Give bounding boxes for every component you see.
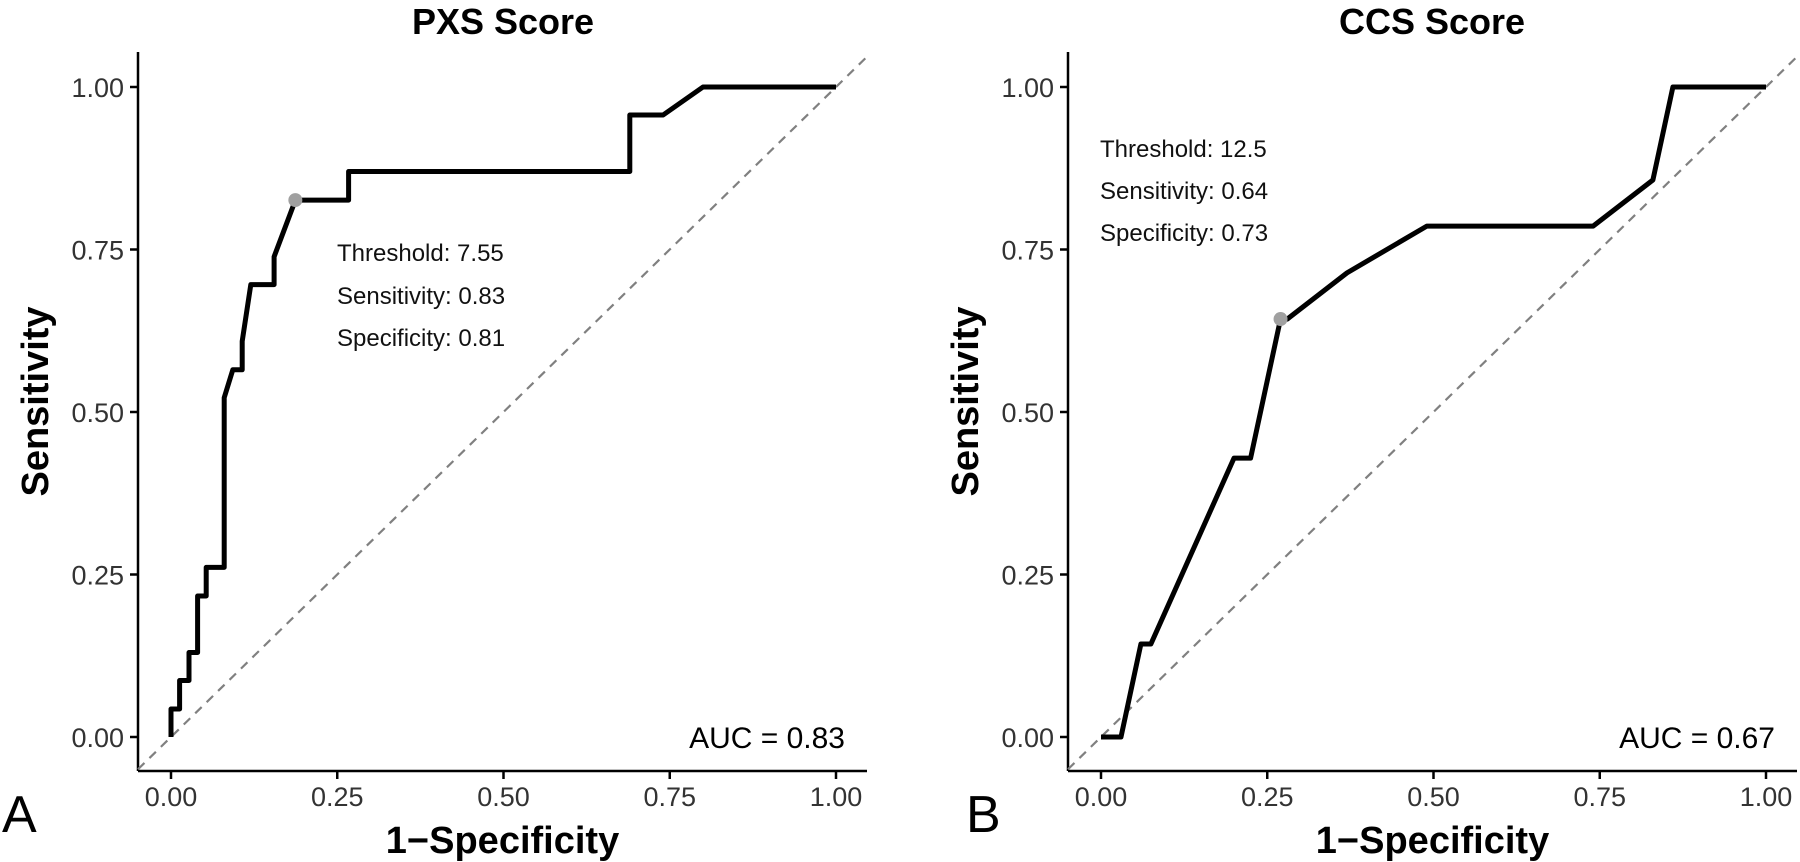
x-axis-title: 1−Specificity (1316, 820, 1549, 862)
threshold-annotation: Sensitivity: 0.83 (337, 283, 505, 310)
auc-label: AUC = 0.83 (689, 722, 845, 755)
chart-title: PXS Score (412, 1, 594, 42)
chart-title: CCS Score (1339, 1, 1525, 42)
y-tick-label: 0.00 (1001, 723, 1054, 753)
threshold-annotation: Specificity: 0.81 (337, 325, 505, 352)
x-tick-label: 0.25 (311, 782, 364, 812)
x-tick-label: 0.25 (1241, 782, 1294, 812)
optimal-threshold-point (288, 193, 303, 208)
optimal-threshold-point (1273, 312, 1288, 327)
x-tick-label: 1.00 (1740, 782, 1793, 812)
y-tick-label: 0.25 (71, 561, 124, 591)
y-tick-label: 0.75 (71, 236, 124, 266)
threshold-annotation: Sensitivity: 0.64 (1100, 178, 1268, 205)
y-tick-label: 1.00 (71, 73, 124, 103)
auc-label: AUC = 0.67 (1619, 722, 1775, 755)
panel-label: B (966, 786, 1001, 844)
roc-panel-a: PXS Score 0.00 0.25 0.50 0.75 1.00 0.00 0.25 0.5… (2, 1, 868, 862)
y-tick-label: 0.50 (1001, 398, 1054, 428)
y-tick-label: 0.75 (1001, 236, 1054, 266)
y-tick-label: 0.00 (71, 723, 124, 753)
reference-diagonal-line (137, 55, 868, 771)
y-axis-title: Sensitivity (945, 306, 987, 496)
x-tick-label: 0.00 (1075, 782, 1128, 812)
x-tick-label: 0.75 (1573, 782, 1626, 812)
roc-curve (168, 84, 836, 737)
threshold-annotation: Threshold: 7.55 (337, 240, 504, 267)
x-axis-title: 1−Specificity (386, 820, 619, 862)
y-axis-title: Sensitivity (15, 306, 57, 496)
x-tick-label: 0.00 (145, 782, 198, 812)
x-tick-label: 0.75 (643, 782, 696, 812)
threshold-annotation: Specificity: 0.73 (1100, 220, 1268, 247)
x-tick-label: 0.50 (477, 782, 530, 812)
y-tick-label: 0.50 (71, 398, 124, 428)
threshold-annotation: Threshold: 12.5 (1100, 136, 1267, 163)
y-tick-label: 1.00 (1001, 73, 1054, 103)
x-tick-label: 0.50 (1407, 782, 1460, 812)
y-tick-label: 0.25 (1001, 561, 1054, 591)
x-tick-label: 1.00 (810, 782, 863, 812)
roc-panel-b: CCS Score 0.00 0.25 0.50 0.75 1.00 0.00 0.25 0.5… (945, 1, 1798, 862)
panel-label: A (2, 786, 37, 844)
reference-diagonal-line (1067, 55, 1798, 771)
